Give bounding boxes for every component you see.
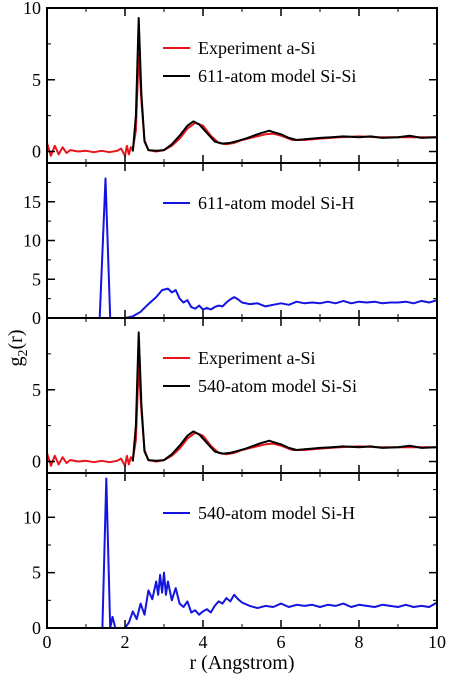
y-axis-title-main: g — [5, 356, 27, 366]
panel-4: 0 5 10 540-atom model Si-H — [23, 472, 438, 638]
y-tick-label-4-3: 10 — [23, 507, 41, 527]
x-tick-label-6: 10 — [428, 632, 446, 652]
y-axis-title: g2(r) — [5, 330, 31, 367]
y-tick-label-2-4: 15 — [23, 192, 41, 212]
y-tick-label-1-1: 0 — [32, 142, 41, 162]
y-tick-label-2-1: 0 — [32, 308, 41, 328]
legend-label-1-1: Experiment a-Si — [198, 38, 315, 58]
panel-2: 0 5 10 15 611-atom model Si-H — [23, 162, 438, 328]
series-line-3-2 — [131, 331, 438, 462]
y-axis-title-suffix: (r) — [5, 330, 27, 350]
y-tick-label-4-2: 5 — [32, 563, 41, 583]
x-tick-label-3: 4 — [199, 632, 208, 652]
x-tick-label-1: 0 — [43, 632, 52, 652]
y-tick-label-2-3: 10 — [23, 231, 41, 251]
panel-3: 0 5 Experiment a-Si 540-atom model Si-Si — [32, 317, 438, 474]
series-line-2-1 — [98, 177, 438, 319]
x-tick-label-4: 6 — [277, 632, 286, 652]
panel-1: 0 5 10 Experiment a-Si 611-atom model Si-Si — [23, 0, 438, 164]
y-tick-label-3-1: 0 — [32, 452, 41, 472]
x-axis-title: r (Angstrom) — [190, 652, 295, 674]
x-tick-label-2: 2 — [121, 632, 130, 652]
series-line-4-1 — [101, 477, 438, 629]
x-tick-label-5: 8 — [355, 632, 364, 652]
legend-label-3-2: 540-atom model Si-Si — [198, 376, 357, 396]
y-tick-label-3-2: 5 — [32, 380, 41, 400]
series-line-1-2 — [131, 17, 438, 152]
y-tick-label-1-3: 10 — [23, 0, 41, 18]
y-tick-label-2-2: 5 — [32, 269, 41, 289]
legend-label-1-2: 611-atom model Si-Si — [198, 66, 356, 86]
y-tick-label-1-2: 5 — [32, 70, 41, 90]
legend-label-2-1: 611-atom model Si-H — [198, 193, 354, 213]
legend-label-3-1: Experiment a-Si — [198, 348, 315, 368]
y-tick-label-4-1: 0 — [32, 618, 41, 638]
legend-label-4-1: 540-atom model Si-H — [198, 503, 355, 523]
y-axis-title-sub: 2 — [16, 349, 31, 356]
